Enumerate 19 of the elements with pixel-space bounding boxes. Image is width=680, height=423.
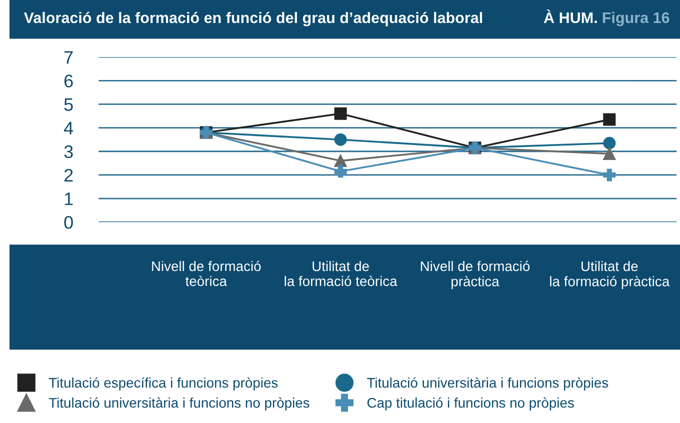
y-tick-label: 7 — [64, 51, 73, 64]
y-tick-label: 5 — [64, 98, 73, 111]
legend-label: Titulació universitària i funcions no pròpies — [48, 397, 310, 410]
legend-label: Cap titulació i funcions no pròpies — [367, 397, 574, 410]
text: À HUM. — [544, 9, 597, 24]
text: Figura 16 — [602, 12, 670, 26]
legend-label: Titulació específica i funcions pròpies — [48, 377, 278, 390]
y-tick-label: 2 — [64, 168, 73, 182]
y-tick-label: 0 — [64, 216, 73, 229]
x-tick-label: Nivell de formació teòrica — [152, 260, 261, 286]
legend-label: Titulació universitària i funcions pròpies — [367, 377, 608, 390]
x-tick-label: Nivell de formació pràctica — [420, 260, 530, 290]
y-tick-label: 1 — [64, 192, 73, 206]
x-tick-label: Utilitat de la formació pràctica — [550, 260, 670, 290]
y-tick-label: 4 — [64, 122, 74, 134]
y-tick-label: 3 — [64, 145, 73, 158]
y-tick-label: 6 — [64, 74, 73, 88]
chart-title: Valoració de la formació en funció del grau d’adequació laboral — [24, 12, 482, 26]
x-tick-label: Utilitat de la formació teòrica — [284, 260, 398, 286]
